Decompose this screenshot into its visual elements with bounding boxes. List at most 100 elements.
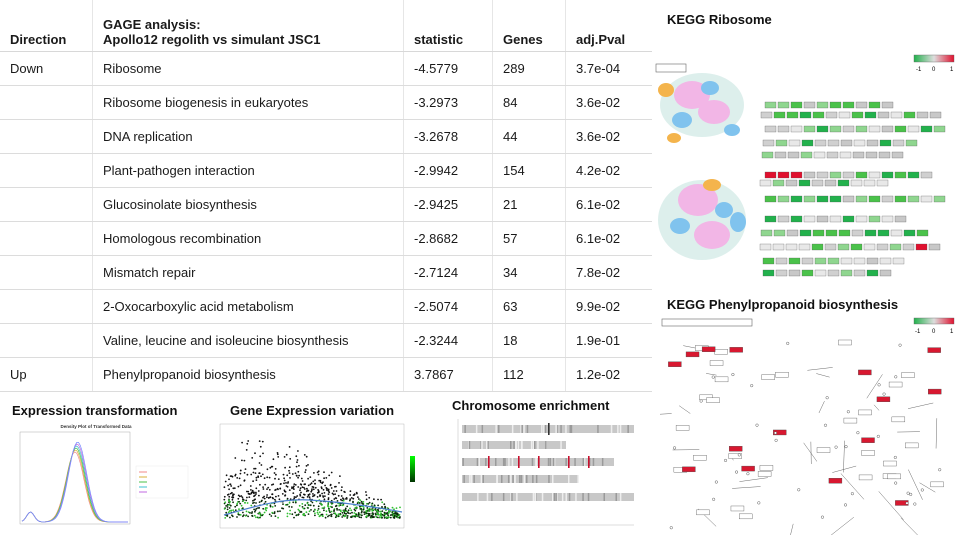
variation-point [251,489,254,492]
variation-point [223,508,226,510]
variation-point [227,484,229,487]
ribosome-protein-box [759,243,772,251]
variation-point [255,516,257,519]
phenyl-enzyme-box [928,388,942,395]
cell-adjp: 9.9e-02 [565,289,652,324]
variation-point [349,490,352,493]
chromosome-band [510,441,512,449]
phenyl-compound-node [893,455,897,459]
variation-point [255,476,258,479]
variation-point [370,514,373,517]
cell-statistic: -4.5779 [403,51,493,86]
variation-point [354,506,357,509]
ribosome-protein-box [903,229,916,237]
variation-point [267,486,270,489]
ribosome-protein-box [773,111,786,119]
ribosome-protein-box [868,101,881,109]
variation-point [297,508,300,511]
header-pathway-line1: GAGE analysis: [103,17,201,32]
variation-point [291,473,294,475]
variation-point [330,510,333,513]
cell-adjp: 7.8e-02 [565,255,652,290]
phenyl-compound-node [711,375,715,379]
variation-point [356,502,359,505]
variation-point [353,493,356,495]
variation-point [277,495,280,497]
cell-direction: Down [0,51,93,86]
variation-point [247,511,250,513]
variation-point [302,507,305,510]
variation-point [352,515,355,517]
variation-point [335,490,338,492]
variation-point [323,471,325,474]
table-row: Glucosinolate biosynthesis -2.9425 21 6.… [0,187,652,222]
variation-point [250,489,252,491]
chromosome-band [512,475,514,483]
phenyl-enzyme-box [706,397,720,403]
variation-point [367,509,369,512]
variation-point [231,498,234,501]
cell-adjp: 1.9e-01 [565,323,652,358]
variation-point [266,468,269,471]
variation-point [294,472,297,475]
variation-point [365,510,368,513]
variation-point [249,493,251,496]
variation-point [246,496,248,499]
variation-point [377,510,379,513]
variation-point [328,474,331,477]
variation-point [242,507,244,509]
chromosome-band [520,475,523,483]
variation-point [355,491,358,494]
phenyl-enzyme-box [861,437,875,443]
phenyl-compound-node [823,423,827,427]
variation-point [311,501,314,504]
ribosome-protein-box [881,171,894,179]
ribosome-protein-box [811,179,824,187]
variation-point [229,492,232,495]
chromosome-band [507,475,510,483]
ribosome-protein-box [785,243,798,251]
phenyl-compound-node [797,488,801,492]
density-plot-title: Density Plot of Transformed Data [60,424,132,429]
variation-point [234,457,237,459]
ribosome-protein-box [838,111,851,119]
ribosome-protein-box [903,111,916,119]
ribosome-protein-box [855,171,868,179]
ribosome-protein-box [774,151,787,159]
variation-point [295,455,298,458]
phenyl-enzyme-box [773,429,787,436]
variation-point [288,466,291,469]
variation-point [260,464,263,466]
variation-point [262,452,264,455]
variation-point [237,494,240,497]
variation-point [322,515,324,518]
variation-point [319,495,321,497]
phenyl-compound-node [774,438,778,442]
variation-point [283,477,285,480]
ribosome-protein-box [787,151,800,159]
variation-point [320,513,323,516]
variation-point [321,503,323,506]
phenyl-enzyme-box [927,347,941,353]
variation-point [381,501,384,504]
ribosome-protein-box [842,101,855,109]
phenyl-enzyme-box [728,446,743,452]
variation-point [299,489,301,492]
variation-point [224,501,227,504]
variation-point [294,511,296,514]
variation-point [290,506,293,508]
variation-point [246,473,249,476]
variation-point [245,449,248,451]
chromosome-band [530,441,533,449]
variation-point [236,516,238,518]
phenyl-compound-node [757,501,761,505]
variation-point [303,514,305,517]
ribosome-protein-box [790,171,803,179]
chromosome-band [495,458,497,466]
variation-point [307,494,310,497]
variation-point [341,504,344,507]
variation-point [259,515,262,517]
cell-pathway: Glucosinolate biosynthesis [92,187,404,222]
ribosome-protein-box [824,243,837,251]
variation-point [292,501,295,504]
